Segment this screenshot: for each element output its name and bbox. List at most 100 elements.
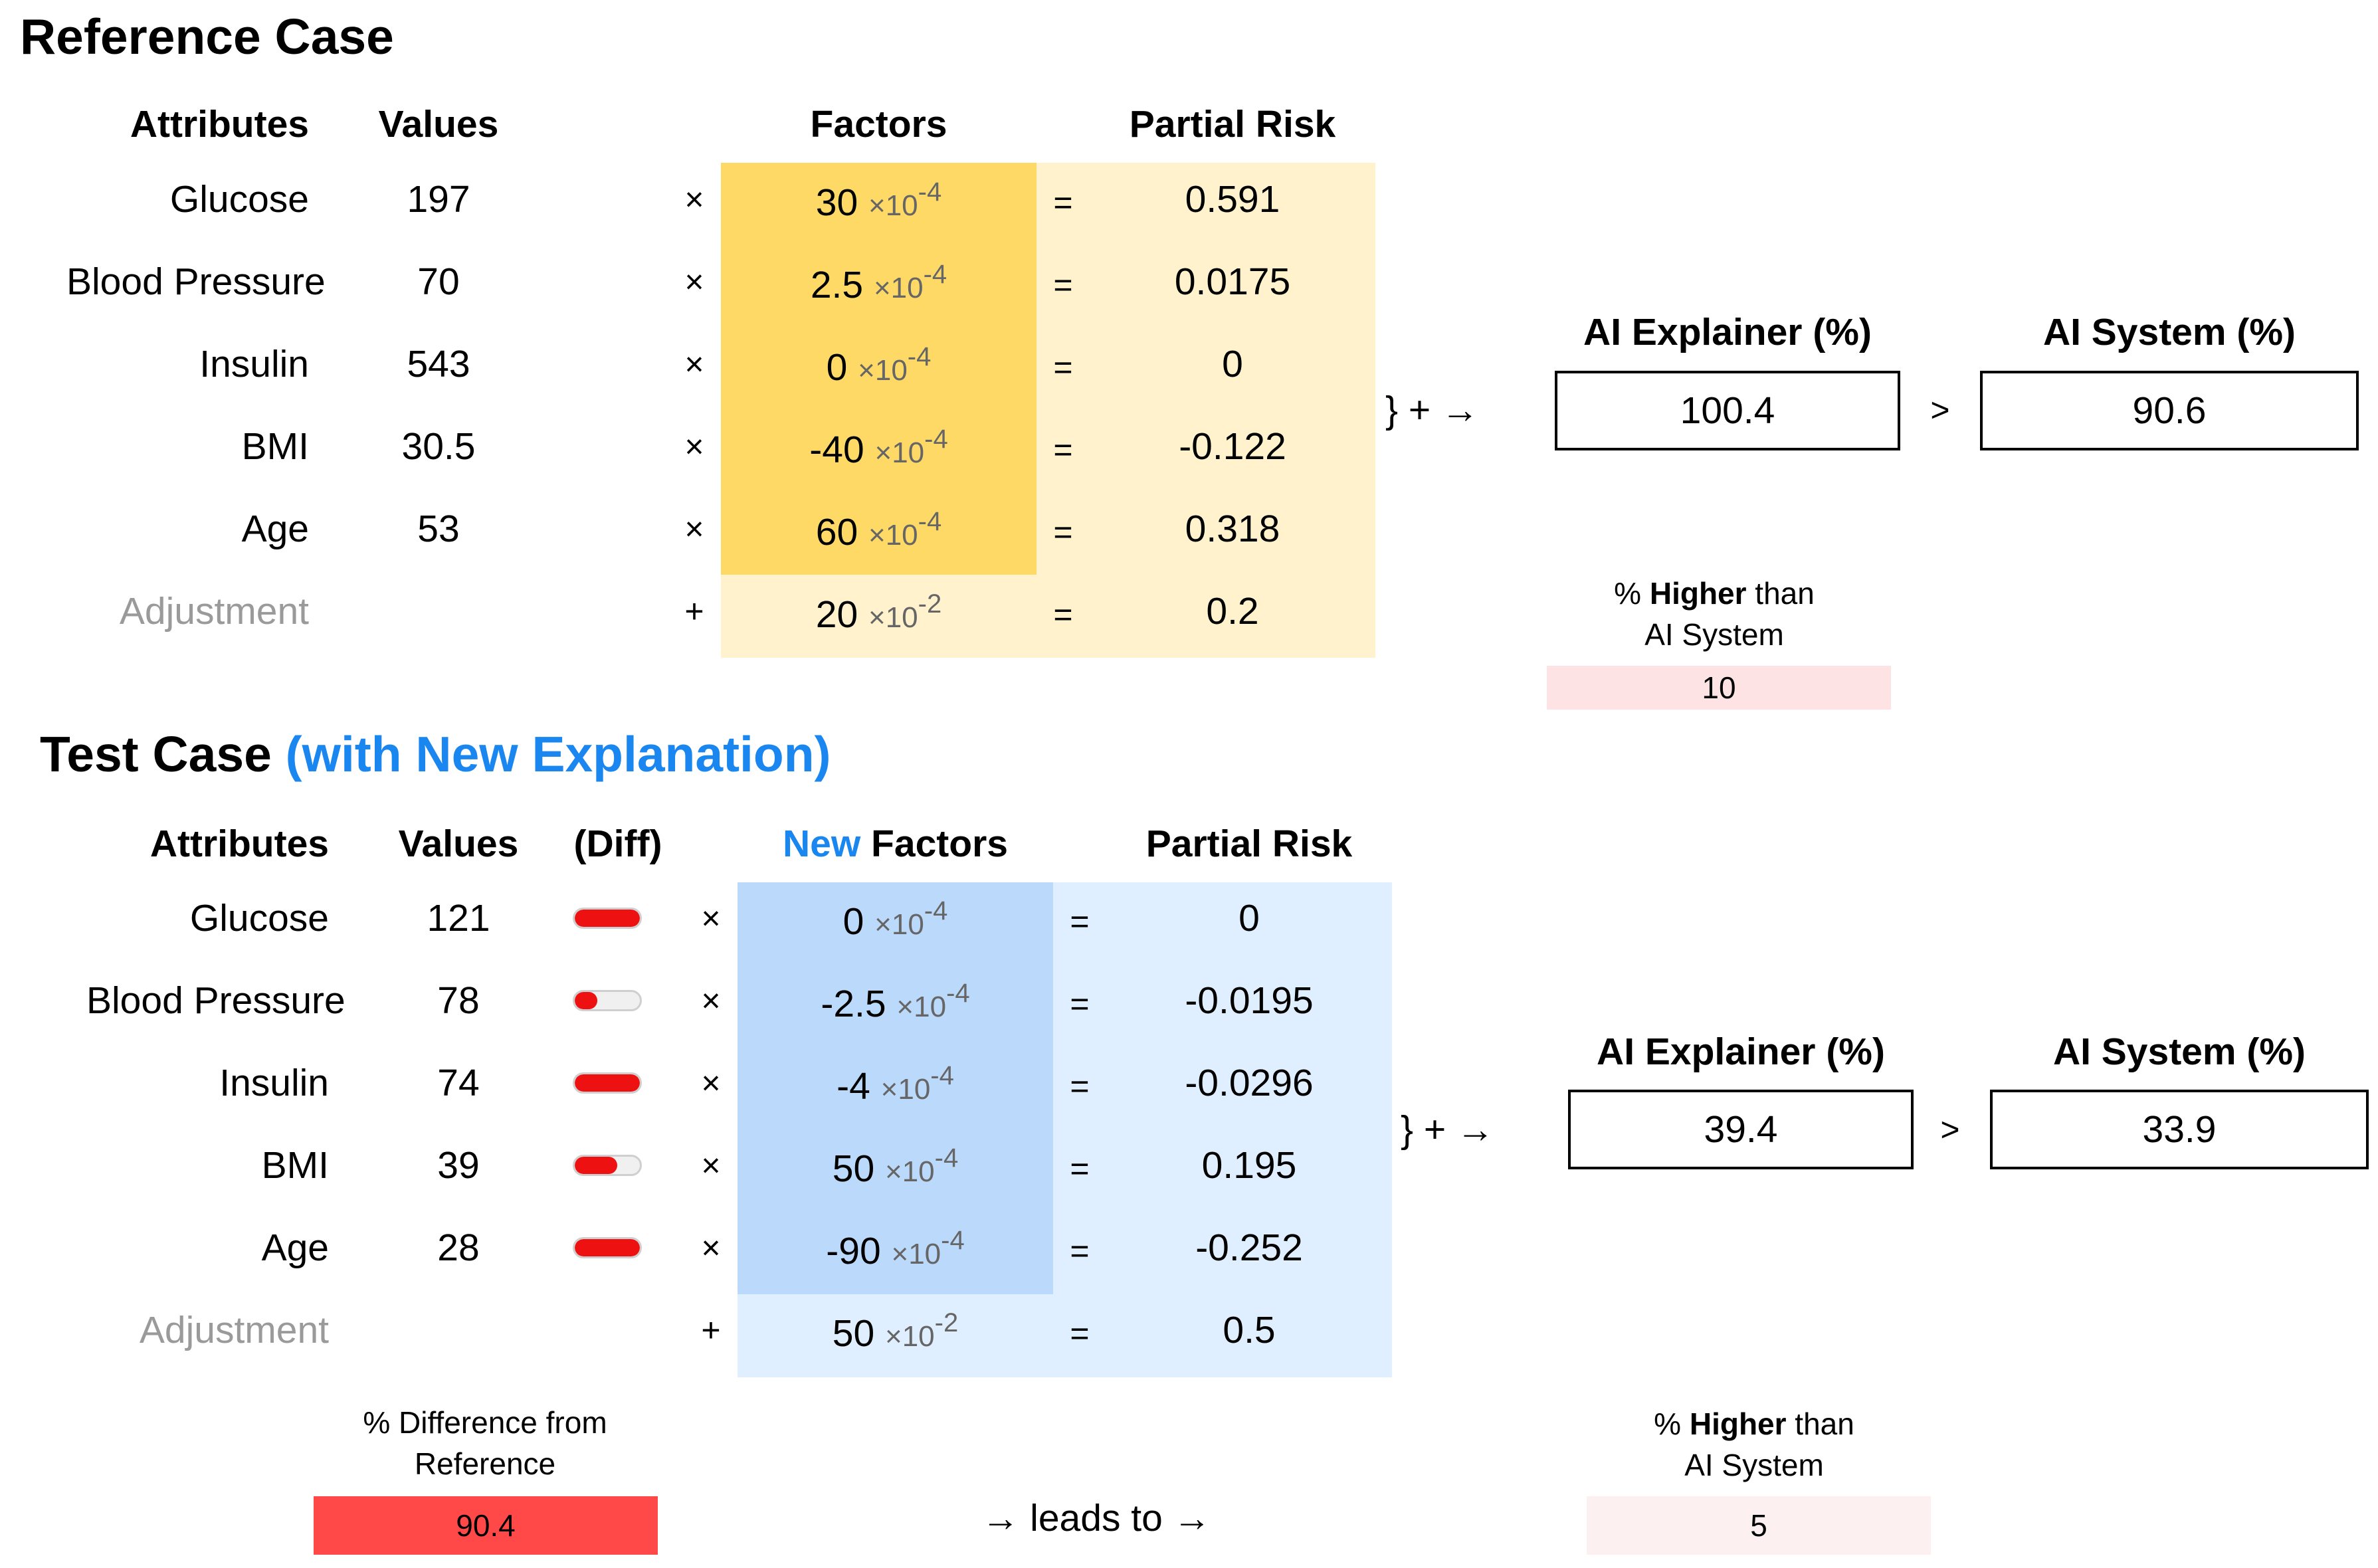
partial-risk-value: -0.122	[1179, 425, 1286, 468]
ref-header-attributes: Attributes	[130, 103, 309, 146]
test-system-label: AI System (%)	[2052, 1030, 2306, 1073]
multiply-symbol: ×	[701, 1147, 721, 1184]
ref-header-values: Values	[378, 103, 499, 146]
attribute-value: 70	[417, 260, 460, 303]
factor-value: 60	[815, 511, 858, 553]
test-system-value: 33.9	[2142, 1108, 2217, 1151]
attribute-label: Insulin	[219, 1062, 329, 1104]
factor-cell: -90 ×10-4	[738, 1226, 1053, 1278]
sci-prefix: ×10	[873, 272, 924, 304]
diff-caption-line1: % Difference from	[363, 1405, 607, 1440]
attribute-value: 78	[437, 979, 480, 1022]
test-header-diff: (Diff)	[573, 823, 662, 865]
test-higher-value: 5	[1750, 1508, 1767, 1543]
test-diff-value: 90.4	[456, 1508, 516, 1543]
attribute-value: 74	[437, 1062, 480, 1104]
factor-cell: -40 ×10-4	[721, 425, 1037, 476]
caption-bold: Higher	[1649, 576, 1747, 611]
partial-risk-value: 0.591	[1185, 178, 1280, 221]
test-header-new: New	[783, 823, 861, 865]
sci-prefix: ×10	[868, 601, 918, 634]
sci-exp: -4	[946, 979, 970, 1008]
diff-indicator	[573, 1237, 642, 1258]
sci-prefix: ×10	[885, 1155, 935, 1188]
factor-value: -40	[809, 429, 864, 471]
equals-symbol: =	[1053, 514, 1073, 551]
ref-higher-bar: 10	[1547, 666, 1891, 710]
caption-line2: AI System	[1644, 617, 1784, 652]
diff-caption-line2: Reference	[414, 1446, 556, 1481]
test-title-main: Test Case	[40, 726, 272, 782]
attribute-label: Glucose	[169, 178, 309, 221]
diff-indicator	[573, 1155, 642, 1176]
ref-system-value: 90.6	[2132, 389, 2207, 432]
factor-value: 0	[826, 346, 848, 389]
sci-prefix: ×10	[858, 354, 908, 387]
test-header-partial-risk: Partial Risk	[1145, 823, 1353, 865]
test-diff-track: 90.4	[314, 1496, 658, 1555]
ref-higher-value: 10	[1702, 670, 1736, 705]
sci-exp: -4	[930, 1061, 954, 1090]
partial-risk-value: -0.0296	[1185, 1062, 1314, 1104]
factor-cell: 50 ×10-4	[738, 1145, 1053, 1195]
sci-exp: -4	[923, 260, 947, 289]
sci-exp: -4	[924, 425, 948, 454]
ref-higher-caption: % Higher than AI System	[1541, 573, 1887, 655]
factor-value: 0	[842, 900, 864, 943]
attribute-label: Insulin	[199, 343, 309, 385]
factor-cell: -4 ×10-4	[738, 1062, 1053, 1113]
partial-risk-value: -0.252	[1195, 1226, 1303, 1269]
factor-value: -90	[826, 1230, 881, 1272]
factor-cell: 0 ×10-4	[721, 343, 1037, 394]
sci-exp: -4	[918, 507, 942, 536]
test-adjustment-sci: ×10-2	[885, 1310, 958, 1353]
test-factor-band	[738, 882, 1053, 1294]
test-compare: >	[1940, 1111, 1960, 1148]
sci-prefix: ×10	[874, 437, 925, 469]
attribute-label: Glucose	[189, 897, 329, 939]
test-system-box: 33.9	[1990, 1090, 2369, 1169]
sci-prefix: ×10	[891, 1238, 941, 1270]
factor-cell: 2.5 ×10-4	[721, 260, 1037, 312]
sci-prefix: ×10	[868, 519, 918, 551]
sci-notation: ×10-4	[874, 898, 947, 941]
attribute-value: 53	[417, 508, 460, 550]
factor-value: -4	[837, 1065, 870, 1108]
multiply-symbol: ×	[684, 263, 704, 300]
caption-pre: %	[1614, 576, 1650, 611]
multiply-symbol: ×	[684, 428, 704, 465]
test-higher-bar: 5	[1587, 1496, 1931, 1555]
ref-explainer-box: 100.4	[1555, 371, 1900, 450]
ref-header-partial-risk: Partial Risk	[1129, 103, 1336, 146]
equals-symbol: =	[1070, 1150, 1090, 1187]
equals-symbol: =	[1070, 1068, 1090, 1105]
caption-bold: Higher	[1689, 1407, 1787, 1441]
partial-risk-value: 0	[1222, 343, 1243, 385]
partial-risk-value: -0.0195	[1185, 979, 1314, 1022]
test-adjustment-op: +	[701, 1312, 721, 1349]
diff-indicator-fill	[575, 992, 598, 1009]
factor-cell: 0 ×10-4	[738, 898, 1053, 948]
sci-notation: ×10-4	[858, 343, 931, 387]
sci-prefix: ×10	[896, 991, 947, 1023]
ref-header-factors: Factors	[810, 103, 947, 146]
test-diff-caption: % Difference from Reference	[312, 1402, 658, 1484]
sci-exp: -4	[934, 1143, 959, 1173]
sci-notation: ×10-4	[868, 179, 941, 222]
equals-symbol: =	[1053, 266, 1073, 304]
reference-title: Reference Case	[20, 9, 394, 64]
test-higher-caption: % Higher than AI System	[1581, 1403, 1927, 1486]
sci-exp: -4	[941, 1226, 965, 1255]
ref-system-box: 90.6	[1980, 371, 2359, 450]
test-diff-bar	[314, 1496, 658, 1555]
caption-pre: %	[1654, 1407, 1690, 1441]
attribute-label: Age	[261, 1226, 329, 1269]
sci-notation: ×10-4	[881, 1062, 954, 1106]
test-explainer-label: AI Explainer (%)	[1597, 1030, 1885, 1073]
test-adjustment-eq: =	[1070, 1315, 1090, 1352]
sci-exp: -4	[924, 896, 948, 926]
test-header-factors-word: Factors	[860, 823, 1008, 865]
attribute-label: BMI	[261, 1144, 329, 1187]
test-adjustment-risk: 0.5	[1223, 1309, 1276, 1351]
test-title-sub: (with New Explanation)	[285, 726, 831, 782]
